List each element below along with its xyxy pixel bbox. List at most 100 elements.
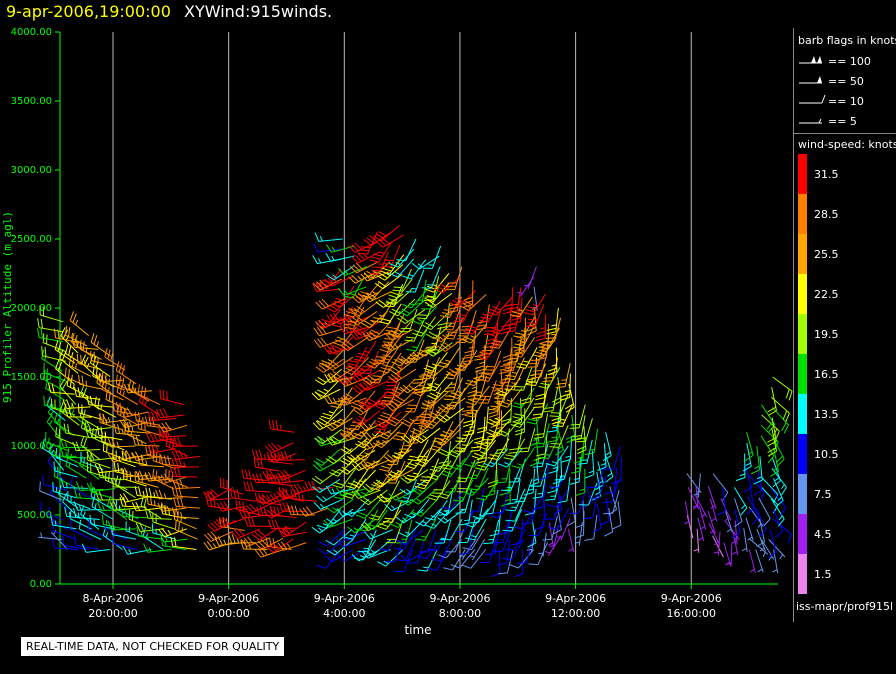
wind-barb bbox=[421, 391, 449, 409]
wind-barb bbox=[469, 488, 485, 513]
wind-barb bbox=[483, 489, 499, 515]
wind-barb bbox=[94, 463, 124, 474]
wind-barb bbox=[549, 425, 569, 448]
wind-barb bbox=[524, 266, 537, 290]
wind-barb bbox=[337, 538, 367, 548]
x-tick-label: 8-Apr-2006 bbox=[82, 592, 143, 605]
wind-barb bbox=[510, 407, 535, 428]
wind-barb bbox=[40, 501, 64, 521]
wind-barb bbox=[313, 337, 343, 348]
wind-barb bbox=[290, 489, 317, 502]
wind-barb bbox=[707, 510, 716, 534]
wind-barb bbox=[503, 438, 526, 461]
wind-barb bbox=[251, 526, 280, 541]
wind-barb bbox=[512, 397, 535, 420]
wind-barb bbox=[350, 370, 380, 383]
wind-barb bbox=[461, 389, 477, 416]
y-axis-label: 915 Profiler Altitude (m agl) bbox=[1, 211, 14, 403]
wind-barb bbox=[135, 522, 165, 533]
wind-barb bbox=[264, 442, 294, 454]
wind-barb bbox=[50, 515, 77, 530]
wind-barb bbox=[528, 542, 548, 566]
wind-barb bbox=[461, 549, 487, 569]
wind-barb bbox=[475, 345, 486, 373]
wind-barb bbox=[42, 475, 68, 491]
x-axis-label: time bbox=[404, 623, 431, 637]
wind-barb bbox=[343, 276, 365, 299]
wind-barb bbox=[726, 542, 733, 567]
wind-barb bbox=[481, 420, 500, 444]
wind-barb bbox=[313, 325, 343, 337]
wind-barb bbox=[63, 423, 90, 438]
wind-barb bbox=[413, 427, 441, 444]
barb-legend-sample bbox=[799, 56, 822, 64]
wind-barb bbox=[312, 255, 342, 265]
wind-barb bbox=[429, 430, 453, 452]
wind-barb bbox=[569, 489, 586, 514]
wind-barb bbox=[437, 498, 464, 517]
wind-barb bbox=[733, 487, 748, 516]
wind-barb bbox=[452, 479, 474, 502]
wind-barb bbox=[426, 401, 454, 419]
wind-barb bbox=[548, 446, 559, 474]
wind-barb bbox=[351, 320, 380, 335]
wind-barb bbox=[707, 485, 717, 509]
wind-barb bbox=[501, 539, 524, 561]
wind-barb bbox=[361, 311, 388, 329]
wind-barb bbox=[412, 498, 439, 517]
wind-barb bbox=[60, 478, 88, 489]
wind-barb bbox=[388, 278, 413, 299]
x-tick-label: 0:00:00 bbox=[207, 607, 249, 620]
wind-barb bbox=[203, 540, 233, 551]
wind-barb bbox=[716, 487, 727, 516]
wind-barb bbox=[389, 509, 415, 528]
wind-barb bbox=[353, 539, 377, 561]
barb-legend-sample bbox=[799, 94, 826, 104]
wind-barb bbox=[747, 495, 760, 525]
wind-barb bbox=[53, 466, 76, 488]
wind-barb bbox=[417, 539, 441, 560]
colorbar-label: 28.5 bbox=[814, 208, 839, 221]
wind-barb bbox=[453, 300, 474, 323]
wind-barb bbox=[418, 529, 437, 553]
wind-barb bbox=[723, 542, 732, 566]
wind-barb bbox=[487, 460, 498, 488]
wind-barb bbox=[313, 498, 343, 510]
wind-barb bbox=[262, 469, 292, 480]
colorbar-entry: 4.5 bbox=[794, 514, 896, 554]
wind-barb bbox=[390, 388, 418, 407]
wind-barb bbox=[119, 493, 149, 503]
wind-barb bbox=[399, 379, 428, 394]
wind-barb bbox=[476, 304, 490, 331]
wind-barb bbox=[531, 462, 549, 487]
wind-barb bbox=[368, 499, 392, 521]
wind-barb bbox=[42, 369, 65, 392]
wind-barb bbox=[547, 487, 571, 508]
colorbar-entry: 7.5 bbox=[794, 474, 896, 514]
barb-legend-row: == 100 bbox=[794, 51, 896, 71]
wind-barb bbox=[46, 506, 68, 531]
wind-barb bbox=[748, 549, 756, 573]
wind-barb bbox=[404, 499, 430, 519]
wind-barb bbox=[533, 413, 549, 439]
wind-barb bbox=[121, 449, 151, 460]
wind-barb bbox=[170, 467, 198, 478]
wind-barb bbox=[756, 518, 766, 548]
wind-barb bbox=[287, 505, 315, 516]
wind-barb bbox=[325, 253, 355, 262]
wind-barb bbox=[325, 447, 353, 464]
wind-barb bbox=[538, 453, 549, 481]
wind-barb bbox=[495, 377, 521, 397]
wind-barb bbox=[534, 502, 546, 531]
wind-barb bbox=[425, 326, 442, 352]
wind-barb bbox=[731, 520, 738, 545]
wind-barb bbox=[483, 350, 502, 374]
wind-barb bbox=[147, 411, 176, 422]
wind-barb bbox=[421, 265, 441, 289]
wind-barb bbox=[145, 446, 172, 460]
wind-barb bbox=[430, 539, 453, 562]
wind-barb bbox=[351, 251, 380, 264]
wind-barb bbox=[384, 498, 414, 512]
x-tick-label: 20:00:00 bbox=[88, 607, 137, 620]
wind-barb bbox=[477, 406, 489, 434]
